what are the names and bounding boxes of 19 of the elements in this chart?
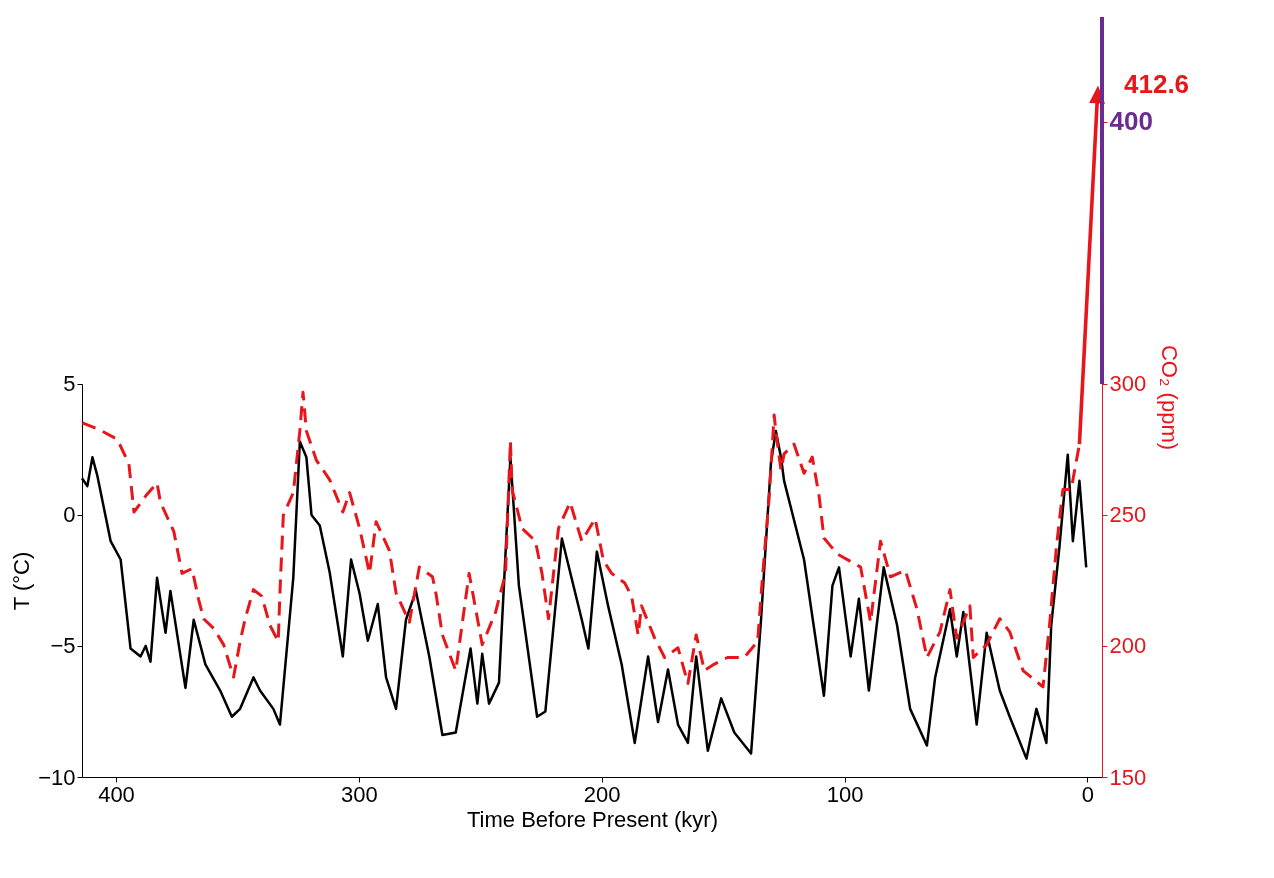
x-tick-label: 200: [583, 781, 621, 807]
x-tick-label: 100: [826, 781, 864, 807]
text: 412.6: [1124, 69, 1190, 100]
x-tick-label: 0: [1081, 781, 1095, 807]
y2-tick-label: 250: [1109, 502, 1147, 528]
y-axis-title: T (°C): [9, 551, 35, 611]
y2-tick-label: 300: [1109, 371, 1147, 397]
y-tick-label: −5: [50, 633, 76, 659]
y-tick-label: 0: [63, 502, 76, 528]
line-series: [80, 390, 1081, 689]
y2-tick-label: 150: [1109, 764, 1147, 790]
x-axis-title: Time Before Present (kyr): [466, 806, 719, 832]
y2-tick-label: 400: [1109, 106, 1153, 137]
x-tick-label: 300: [341, 781, 378, 807]
y2-tick-label: 200: [1109, 633, 1147, 659]
y2-axis-title: CO₂ (ppm): [1156, 344, 1182, 451]
x-tick-label: 400: [98, 781, 135, 807]
y-tick-label: −10: [38, 764, 76, 790]
y-tick-label: 5: [63, 371, 76, 397]
